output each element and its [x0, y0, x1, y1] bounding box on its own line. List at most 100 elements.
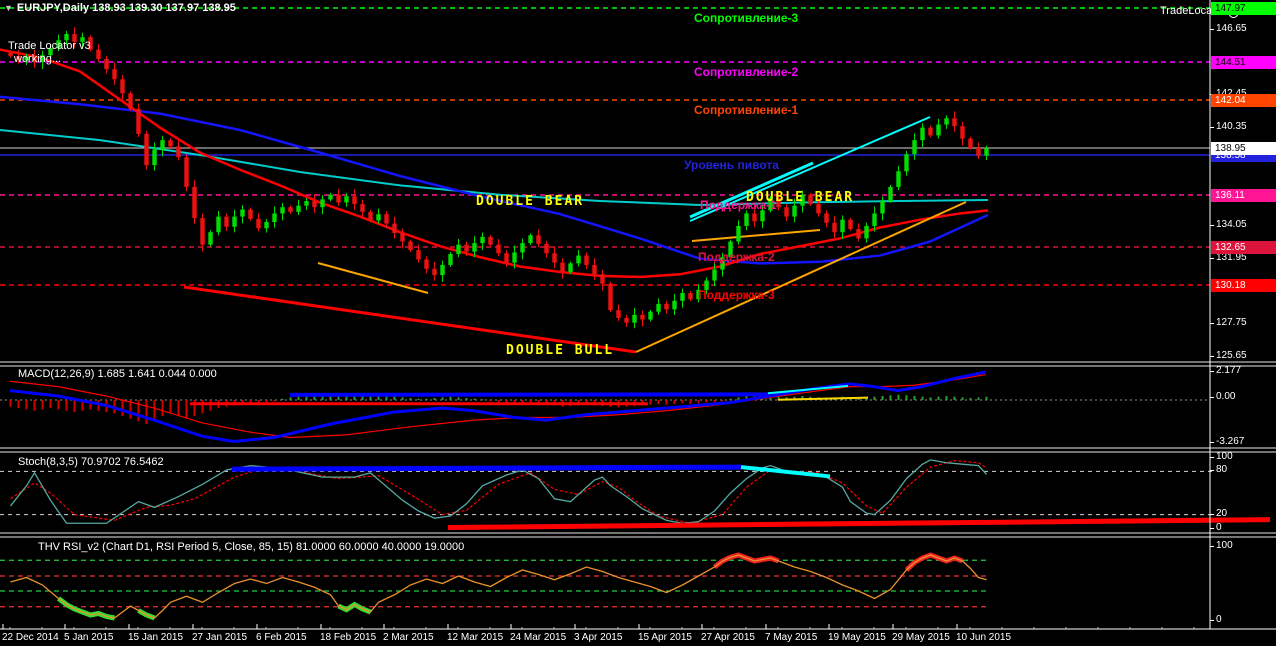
macd-hist-bar — [681, 400, 684, 404]
candle-body — [576, 255, 581, 264]
macd-hist-bar — [889, 395, 892, 400]
pattern-label-1[interactable]: DOUBLE BEAR — [746, 190, 855, 205]
macd-hist-bar — [121, 400, 124, 417]
level-label-6[interactable]: Поддержка-3 — [698, 288, 775, 302]
candle-body — [712, 269, 717, 281]
level-label-3[interactable]: Уровень пивота — [684, 158, 779, 172]
macd-hist-bar — [17, 400, 20, 409]
macd-hist-bar — [697, 400, 700, 404]
candle-body — [304, 200, 309, 206]
stoch-header: Stoch(8,3,5) 70.9702 76.5462 — [18, 456, 164, 468]
candle-body — [168, 140, 173, 147]
candle-body — [400, 232, 405, 242]
macd-hist-bar — [393, 396, 396, 400]
candle-body — [280, 207, 285, 214]
candle-body — [368, 211, 373, 221]
level-price-badge-5: 132.65 — [1211, 241, 1276, 254]
trendline-bear-lower — [689, 161, 814, 219]
candle-body — [336, 194, 341, 203]
candle-body — [80, 37, 85, 42]
candle-body — [272, 213, 277, 223]
candle-body — [504, 253, 509, 263]
price-tick-3: 134.05 — [1216, 219, 1247, 230]
macd-hist-bar — [161, 400, 164, 417]
level-label-5[interactable]: Поддержка-2 — [698, 250, 775, 264]
macd-scale-0: 2.177 — [1216, 365, 1242, 376]
candle-body — [640, 314, 645, 320]
candle-body — [312, 200, 317, 208]
macd-hist-bar — [977, 397, 980, 400]
candle-body — [464, 244, 469, 252]
macd-hist-bar — [449, 396, 452, 400]
candle-body — [864, 225, 869, 239]
pattern-label-0[interactable]: DOUBLE BEAR — [476, 194, 585, 209]
candle-body — [144, 133, 149, 166]
macd-hist-bar — [169, 400, 172, 414]
tradelocator-label: TradeLocator — [1160, 5, 1226, 17]
candle-body — [152, 149, 157, 166]
candle-body — [288, 207, 293, 212]
macd-hist-bar — [433, 397, 436, 400]
pattern-label-2[interactable]: DOUBLE BULL — [506, 343, 615, 358]
stoch-k-line — [9, 459, 987, 524]
macd-hist-bar — [457, 397, 460, 400]
chart-symbol-period: EURJPY,Daily — [16, 2, 90, 14]
macd-hist-bar — [353, 395, 356, 400]
trendline-bear-decline — [317, 262, 429, 294]
macd-hist-bar — [881, 395, 884, 400]
candle-body — [808, 194, 813, 205]
candle-body — [608, 283, 613, 311]
macd-hist-bar — [193, 400, 196, 417]
macd-hist-bar — [201, 400, 204, 414]
macd-hist-bar — [281, 398, 284, 400]
scale-tick — [1210, 442, 1214, 443]
candle-body — [456, 244, 461, 255]
candle-body — [840, 219, 845, 233]
candle-body — [728, 241, 733, 258]
candle-body — [552, 253, 557, 263]
macd-hist-bar — [369, 395, 372, 400]
scale-tick — [1210, 470, 1214, 471]
candle-body — [320, 199, 325, 208]
level-label-0[interactable]: Сопротивление-3 — [694, 11, 799, 25]
macd-hist-bar — [961, 397, 964, 400]
candle-body — [912, 140, 917, 155]
price-tick-5: 127.75 — [1216, 317, 1247, 328]
date-label-15: 10 Jun 2015 — [956, 632, 1012, 643]
candle-body — [512, 252, 517, 263]
macd-hist-bar — [857, 397, 860, 400]
candle-body — [616, 310, 621, 318]
macd-hist-bar — [673, 400, 676, 405]
macd-hist-bar — [489, 400, 492, 402]
candle-body — [848, 219, 853, 230]
candle-body — [224, 216, 229, 227]
candle-body — [160, 140, 165, 150]
macd-hist-bar — [305, 395, 308, 400]
candle-body — [32, 56, 37, 63]
candle-body — [920, 127, 925, 141]
macd-hist-bar — [137, 400, 140, 422]
candle-body — [256, 218, 261, 229]
candle-body — [800, 194, 805, 206]
macd-hist-bar — [729, 398, 732, 400]
collapse-objects-icon[interactable]: ▼ — [4, 3, 13, 13]
macd-hist-bar — [361, 395, 364, 400]
date-label-11: 27 Apr 2015 — [701, 632, 755, 643]
rsi-overbought-segment-0 — [713, 552, 780, 569]
level-label-2[interactable]: Сопротивление-1 — [694, 103, 799, 117]
candle-body — [936, 124, 941, 136]
level-label-4[interactable]: Поддержка-1 — [700, 198, 777, 212]
candle-body — [904, 154, 909, 172]
level-label-1[interactable]: Сопротивление-2 — [694, 65, 799, 79]
macd-hist-bar — [801, 395, 804, 400]
level-price-badge-1: 144.51 — [1211, 56, 1276, 69]
macd-hist-bar — [65, 400, 68, 411]
scale-tick — [1210, 620, 1214, 621]
candle-body — [896, 171, 901, 187]
candle-body — [136, 108, 141, 134]
level-price-badge-4: 136.11 — [1211, 189, 1276, 202]
scale-tick — [1210, 514, 1214, 515]
macd-hist-bar — [969, 397, 972, 400]
